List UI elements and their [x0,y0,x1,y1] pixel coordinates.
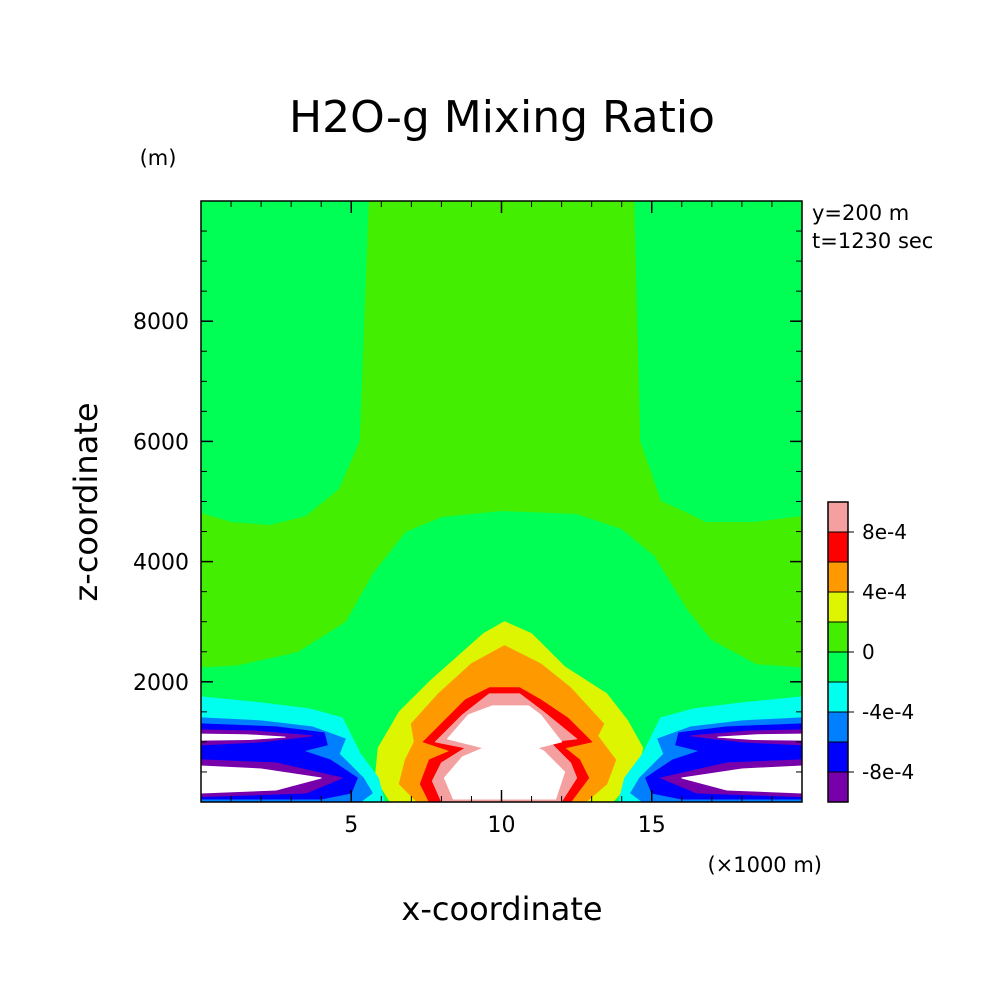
y-tick-label: 2000 [133,671,189,696]
y-tick-label: 8000 [133,310,189,335]
chart-title: H2O-g Mixing Ratio [289,92,715,143]
y-unit-label: (m) [140,146,177,170]
annotation-time: t=1230 sec [812,229,933,253]
contour-region-19 [681,765,802,794]
contour-region-17 [201,765,322,794]
colorbar-label: 0 [862,640,875,664]
y-tick-label: 4000 [133,551,189,576]
colorbar-label: 8e-4 [862,520,907,544]
colorbar-label: -8e-4 [862,760,914,784]
y-axis: 2000 4000 6000 8000 [133,310,802,696]
x-tick-label: 10 [488,813,516,838]
contour-region-5 [443,705,566,800]
colorbar-swatch-1 [827,531,849,563]
x-tick-label: 5 [344,813,358,838]
y-tick-label: 6000 [133,430,189,455]
colorbar-swatch-3 [827,591,849,623]
x-axis-title: x-coordinate [401,890,602,928]
colorbar-swatch-2 [827,561,849,593]
colorbar-label: 4e-4 [862,580,907,604]
colorbar-swatch-9 [827,771,849,803]
contour-region-18 [717,733,802,741]
x-axis: 5 10 15 [344,201,666,838]
y-axis-title: z-coordinate [67,402,105,601]
plot-area [200,200,803,803]
x-tick-label: 15 [638,813,666,838]
contour-region-16 [201,733,286,741]
colorbar-swatch-8 [827,741,849,773]
colorbar-swatch-0 [827,501,849,533]
annotation-y-position: y=200 m [812,201,909,225]
colorbar-swatch-5 [827,651,849,683]
x-unit-label: (×1000 m) [707,853,822,877]
colorbar-label: -4e-4 [862,700,914,724]
colorbar-swatch-4 [827,621,849,653]
contour-region-0 [201,201,802,668]
colorbar-swatch-7 [827,711,849,743]
colorbar: 8e-4 4e-4 0 -4e-4 -8e-4 [827,501,914,803]
colorbar-swatch-6 [827,681,849,713]
